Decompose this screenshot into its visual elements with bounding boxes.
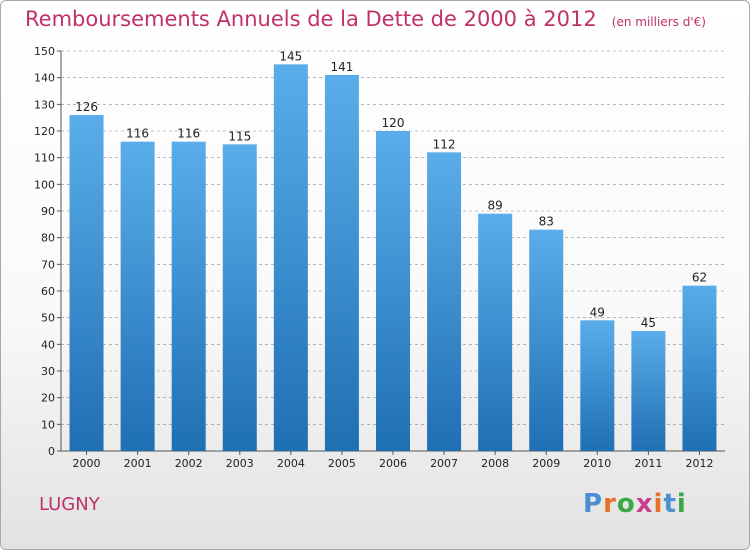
data-label-2008: 89	[488, 199, 503, 213]
logo-letter: i	[676, 489, 687, 519]
y-tick-label: 110	[34, 152, 55, 165]
bar-2007	[427, 152, 462, 452]
commune-name: LUGNY	[39, 494, 100, 515]
y-tick-label: 50	[41, 312, 55, 325]
bar-2008	[478, 213, 513, 451]
chart-title: Remboursements Annuels de la Dette de 20…	[25, 7, 597, 31]
bar-2004	[273, 64, 308, 452]
x-tick-label-2004: 2004	[277, 457, 305, 470]
x-tick-label-2006: 2006	[379, 457, 407, 470]
y-tick-label: 120	[34, 125, 55, 138]
logo-letter: t	[663, 489, 677, 519]
x-tick-labels: 2000 2001 2002 2003 2004 2005 2006 2007 2008 2009…	[73, 457, 714, 470]
y-tick-label: 10	[41, 418, 55, 431]
y-tick-label: 40	[41, 338, 55, 351]
bars	[69, 64, 717, 452]
bar-2009	[529, 229, 564, 451]
data-label-2005: 141	[330, 60, 353, 74]
x-tick-label-2011: 2011	[634, 457, 662, 470]
y-tick-label: 60	[41, 285, 55, 298]
x-tick-label-2008: 2008	[481, 457, 509, 470]
y-tick-label: 140	[34, 72, 55, 85]
data-label-2010: 49	[590, 305, 605, 319]
x-tick-label-2010: 2010	[583, 457, 611, 470]
bar-2011	[631, 331, 666, 451]
data-label-2004: 145	[279, 49, 302, 63]
x-tick-label-2007: 2007	[430, 457, 458, 470]
data-label-2000: 126	[75, 100, 98, 114]
bar-2000	[69, 115, 104, 451]
data-label-2003: 115	[228, 129, 251, 143]
data-label-2011: 45	[641, 316, 656, 330]
bar-2003	[222, 144, 257, 452]
x-tick-label-2005: 2005	[328, 457, 356, 470]
bar-2005	[324, 75, 359, 451]
x-tick-label-2001: 2001	[124, 457, 152, 470]
x-tick-label-2002: 2002	[175, 457, 203, 470]
y-tick-label: 100	[34, 178, 55, 191]
y-tick-label: 90	[41, 205, 55, 218]
y-tick-label: 150	[34, 45, 55, 58]
chart-subtitle: (en milliers d'€)	[611, 15, 706, 29]
y-tick-label: 80	[41, 232, 55, 245]
x-tick-label-2012: 2012	[685, 457, 713, 470]
y-tick-label: 0	[48, 445, 55, 458]
title-row: Remboursements Annuels de la Dette de 20…	[25, 7, 706, 31]
data-label-2006: 120	[382, 116, 405, 130]
proxiti-logo[interactable]: Proxiti	[583, 489, 687, 519]
logo-letter: i	[653, 489, 664, 519]
logo-letter: P	[583, 489, 604, 519]
bar-2002	[171, 141, 206, 451]
data-label-2012: 62	[692, 271, 707, 285]
y-tick-labels: 0 10 20 30 40 50 60 70 80 90 100 110 120 130 140 150	[34, 45, 55, 458]
y-tick-label: 130	[34, 98, 55, 111]
data-label-2009: 83	[539, 215, 554, 229]
x-tick-label-2009: 2009	[532, 457, 560, 470]
x-tick-label-2003: 2003	[226, 457, 254, 470]
y-tick-label: 20	[41, 392, 55, 405]
logo-letter: o	[616, 489, 636, 519]
bar-2010	[580, 320, 615, 451]
bar-2006	[376, 131, 410, 451]
bar-2001	[120, 141, 155, 451]
x-tick-label-2000: 2000	[73, 457, 101, 470]
logo-letter: x	[635, 489, 654, 519]
data-label-2001: 116	[126, 127, 149, 141]
data-label-2002: 116	[177, 127, 200, 141]
data-label-2007: 112	[433, 137, 456, 151]
bar-2012	[682, 285, 717, 451]
logo-letter: r	[603, 489, 617, 519]
y-tick-label: 30	[41, 365, 55, 378]
y-tick-label: 70	[41, 258, 55, 271]
data-labels: 126 116 116 115 145 141 120 112 89 83 49 45 62	[75, 49, 707, 330]
